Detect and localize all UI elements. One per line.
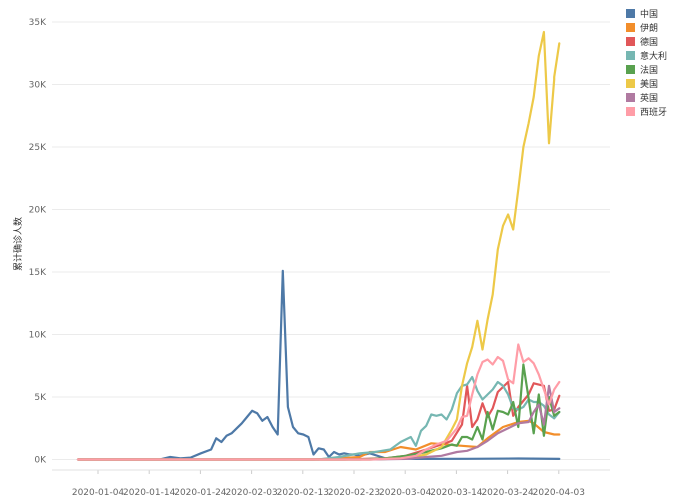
y-tick-label: 20K	[29, 206, 47, 216]
series-line-6	[76, 384, 561, 461]
legend-label: 伊朗	[640, 22, 658, 34]
y-tick-label: 0K	[34, 456, 47, 466]
x-tick-label: 2020-03-24	[481, 488, 534, 498]
y-tick-label: 25K	[29, 143, 47, 153]
x-tick-label: 2020-01-14	[123, 488, 176, 498]
grid-lines	[52, 21, 610, 460]
legend-swatch	[626, 23, 635, 32]
y-tick-label: 35K	[29, 18, 47, 28]
series-lines	[76, 30, 561, 461]
x-tick-label: 2020-01-04	[72, 488, 125, 498]
series-line-7	[76, 343, 561, 461]
legend-label: 美国	[640, 78, 658, 90]
legend-label: 英国	[640, 92, 658, 104]
x-tick-label: 2020-02-23	[328, 488, 380, 498]
y-tick-label: 10K	[29, 331, 47, 341]
legend-swatch	[626, 65, 635, 74]
y-tick-label: 5K	[34, 393, 47, 403]
legend-swatch	[626, 107, 635, 116]
legend-label: 西班牙	[640, 106, 667, 118]
series-line-5	[76, 30, 561, 461]
x-tick-label: 2020-03-14	[430, 488, 483, 498]
series-line-4	[76, 363, 561, 461]
series-line-0	[76, 269, 561, 461]
x-tick-label: 2020-02-13	[277, 488, 329, 498]
y-tick-label: 15K	[29, 268, 47, 278]
y-axis: 0K 5K 10K 15K 20K 25K 30K 35K	[29, 18, 47, 466]
legend-label: 意大利	[640, 50, 667, 62]
legend-swatch	[626, 93, 635, 102]
x-axis: 2020-01-042020-01-142020-01-242020-02-03…	[52, 469, 610, 498]
x-tick-label: 2020-01-24	[174, 488, 227, 498]
legend-swatch	[626, 9, 635, 18]
x-tick-label: 2020-02-03	[225, 488, 277, 498]
x-tick-label: 2020-03-04	[379, 488, 432, 498]
legend-swatch	[626, 37, 635, 46]
legend-label: 法国	[640, 64, 658, 76]
y-tick-label: 30K	[29, 81, 47, 91]
x-tick-label: 2020-04-03	[533, 488, 585, 498]
y-axis-title: 累计确诊人数	[12, 217, 24, 271]
legend-swatch	[626, 51, 635, 60]
legend-swatch	[626, 79, 635, 88]
legend-label: 中国	[640, 8, 658, 20]
legend-label: 德国	[640, 36, 658, 48]
